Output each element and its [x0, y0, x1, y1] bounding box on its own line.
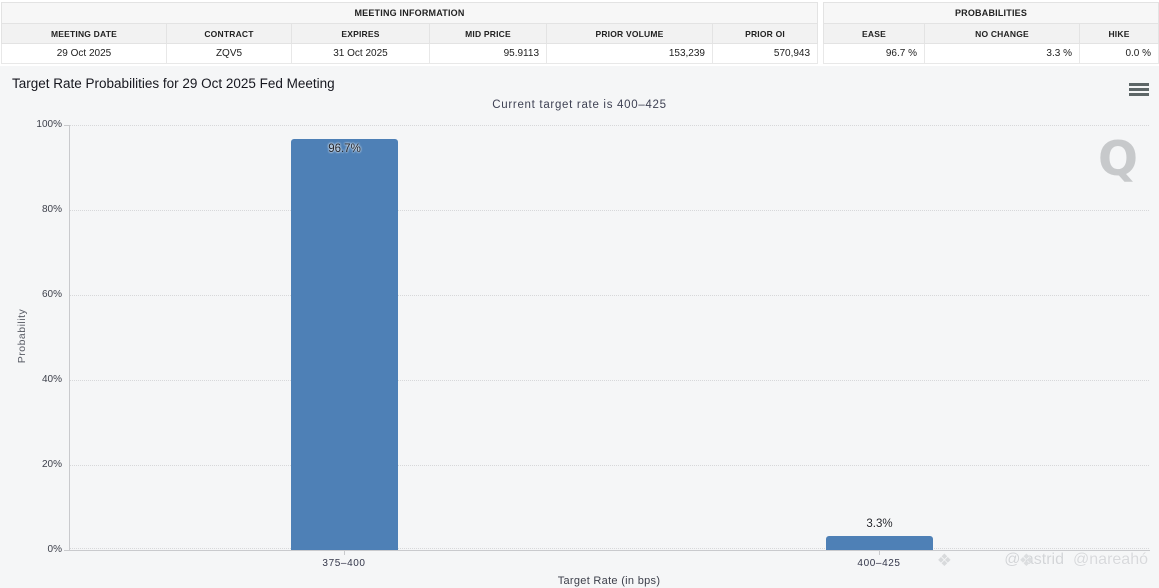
hamburger-icon [1129, 92, 1149, 96]
col-ease: EASE [823, 23, 925, 44]
y-axis-title: Probability [16, 308, 28, 364]
summary-tables: MEETING INFORMATION MEETING DATE CONTRAC… [0, 2, 1159, 66]
ease-cell: 96.7 % [823, 43, 925, 64]
hamburger-icon [1129, 82, 1149, 86]
col-no-change: NO CHANGE [924, 23, 1080, 44]
x-axis-title: Target Rate (in bps) [557, 575, 661, 587]
gridline-60 [69, 295, 1149, 296]
gridline-100 [69, 125, 1149, 126]
col-meeting-date: MEETING DATE [1, 23, 167, 44]
x-category-400-425: 400–425 [857, 558, 901, 569]
meeting-date-cell: 29 Oct 2025 [1, 43, 167, 64]
col-prior-oi: PRIOR OI [711, 23, 819, 44]
bar-label-375-400: 96.7% [328, 143, 361, 155]
x-tick-mark [344, 550, 345, 555]
bar-375-400[interactable] [291, 139, 398, 550]
y-tick-100: 100% [36, 119, 62, 130]
y-axis-line [69, 125, 70, 550]
x-tick-mark [879, 550, 880, 555]
probabilities-title: PROBABILITIES [822, 2, 1159, 24]
col-expires: EXPIRES [291, 23, 430, 44]
chart-title: Target Rate Probabilities for 29 Oct 202… [12, 76, 335, 91]
y-tick-80: 80% [41, 204, 62, 215]
social-watermark: ❖ @ astrid ❖ @nareahó [0, 551, 1152, 575]
bar-400-425[interactable] [826, 536, 933, 550]
probabilities-table: PROBABILITIES EASE NO CHANGE HIKE 96.7 %… [822, 2, 1159, 64]
col-contract: CONTRACT [166, 23, 292, 44]
contract-cell: ZQV5 [166, 43, 292, 64]
mid-price-cell: 95.9113 [429, 43, 547, 64]
x-axis-line [69, 550, 1150, 551]
chart-subtitle: Current target rate is 400–425 [492, 99, 667, 111]
y-tick-mark [64, 125, 69, 126]
watermark-handle-text: @nareahó [1073, 551, 1148, 568]
meeting-information-table: MEETING INFORMATION MEETING DATE CONTRAC… [0, 2, 819, 64]
gridline-0 [69, 548, 1149, 549]
bar-label-400-425: 3.3% [866, 518, 893, 530]
y-tick-40: 40% [41, 374, 62, 385]
watermark-handle-text: @ astrid [1004, 551, 1064, 568]
gridline-80 [69, 210, 1149, 211]
target-rate-chart: Target Rate Probabilities for 29 Oct 202… [0, 66, 1159, 588]
y-tick-mark [64, 550, 69, 551]
expires-cell: 31 Oct 2025 [291, 43, 430, 64]
hike-cell: 0.0 % [1078, 43, 1159, 64]
meeting-information-row: 29 Oct 2025 ZQV5 31 Oct 2025 95.9113 153… [1, 43, 819, 64]
meeting-information-title: MEETING INFORMATION [0, 2, 819, 24]
prior-volume-cell: 153,239 [546, 43, 713, 64]
hamburger-icon [1129, 87, 1149, 91]
gridline-20 [69, 465, 1149, 466]
col-mid-price: MID PRICE [429, 23, 547, 44]
col-hike: HIKE [1078, 23, 1159, 44]
y-tick-60: 60% [41, 289, 62, 300]
gridline-40 [69, 380, 1149, 381]
chart-export-menu-button[interactable] [1126, 78, 1152, 100]
probabilities-row: 96.7 % 3.3 % 0.0 % [823, 43, 1159, 64]
col-prior-volume: PRIOR VOLUME [546, 23, 713, 44]
q-watermark: Q [1098, 132, 1138, 187]
y-tick-0: 0% [47, 544, 62, 555]
prior-oi-cell: 570,943 [711, 43, 819, 64]
x-category-375-400: 375–400 [322, 558, 366, 569]
no-change-cell: 3.3 % [924, 43, 1080, 64]
y-tick-20: 20% [41, 459, 62, 470]
diamond-logo-icon: ❖ [1018, 551, 1034, 570]
